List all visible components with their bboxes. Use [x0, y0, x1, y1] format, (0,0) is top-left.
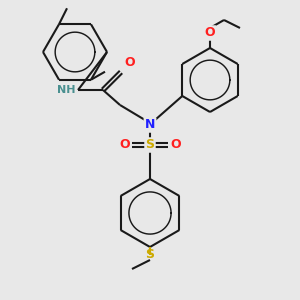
Text: S: S: [146, 139, 154, 152]
Text: O: O: [170, 139, 181, 152]
Text: S: S: [146, 248, 154, 262]
Text: N: N: [145, 118, 155, 131]
Text: O: O: [124, 56, 135, 69]
Text: O: O: [119, 139, 130, 152]
Text: NH: NH: [56, 85, 75, 95]
Text: O: O: [205, 26, 215, 40]
